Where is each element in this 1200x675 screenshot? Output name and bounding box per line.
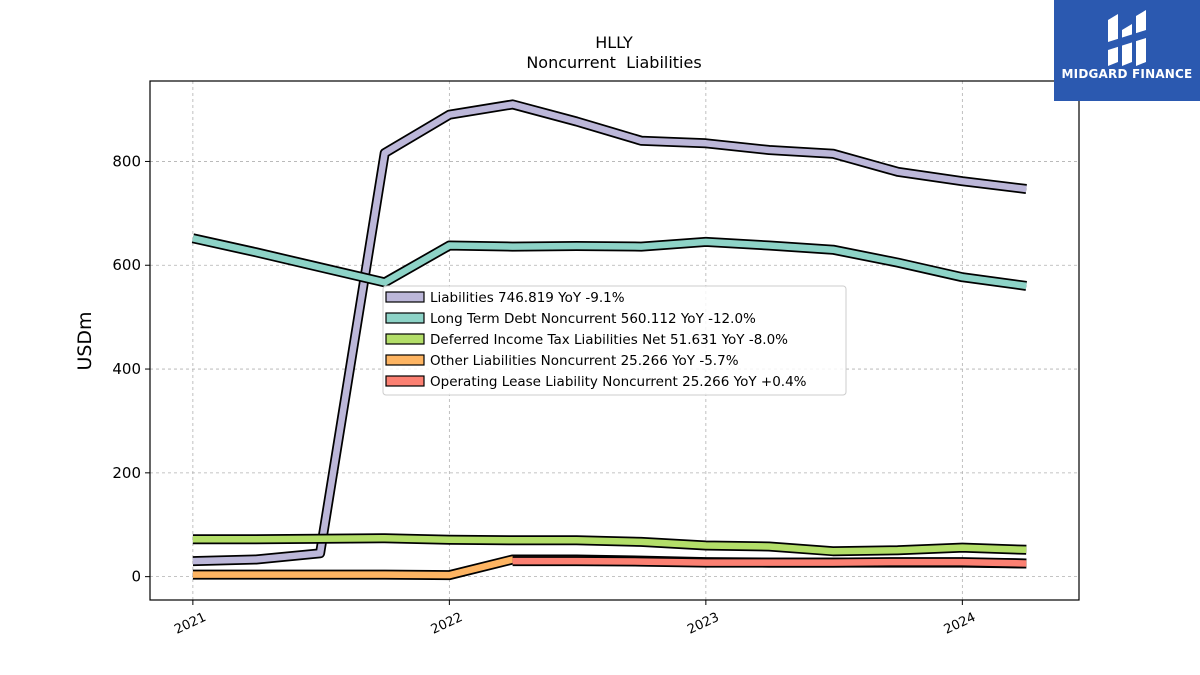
series-line-long-term-debt-noncurrent [192,235,1027,290]
series-line-operating-lease-liability-noncurrent [512,557,1027,567]
brand-logo: MIDGARD FINANCE [1054,0,1200,101]
y-tick-label: 800 [112,152,141,170]
y-axis: 0 200 400 600 800 [112,152,150,586]
legend-label: Deferred Income Tax Liabilities Net 51.6… [430,332,788,348]
legend: Liabilities 746.819 YoY -9.1% Long Term D… [382,285,847,396]
legend-swatch [385,291,425,303]
legend-label: Liabilities 746.819 YoY -9.1% [430,290,625,306]
y-tick-label: 0 [131,568,141,586]
y-axis-label: USDm [74,311,96,370]
legend-swatch [385,333,425,345]
legend-box [382,285,847,396]
y-tick-label: 400 [112,360,141,378]
legend-label: Long Term Debt Noncurrent 560.112 YoY -1… [430,311,756,327]
x-tick-label: 2024 [942,610,978,638]
plot-frame [149,80,1080,601]
chart-ticker: HLLY [595,33,633,52]
y-tick-label: 600 [112,256,141,274]
x-tick-label: 2022 [429,610,465,638]
x-axis: 2021 2022 2023 2024 [172,600,978,638]
legend-label: Other Liabilities Noncurrent 25.266 YoY … [430,353,739,369]
series-line-liabilities [192,101,1027,565]
legend-swatch [385,354,425,366]
legend-swatch [385,312,425,324]
series-line-deferred-income-tax-liabilities-net [192,534,1027,555]
chart-title: Noncurrent Liabilities [526,53,701,72]
series-layer [191,99,1027,581]
legend-label: Operating Lease Liability Noncurrent 25.… [430,374,807,390]
legend-swatch [385,375,425,387]
x-tick-label: 2023 [685,610,721,638]
x-tick-label: 2021 [172,610,208,638]
midgard-logo-icon [1108,10,1146,66]
y-tick-label: 200 [112,464,141,482]
brand-name: MIDGARD FINANCE [1061,67,1193,81]
